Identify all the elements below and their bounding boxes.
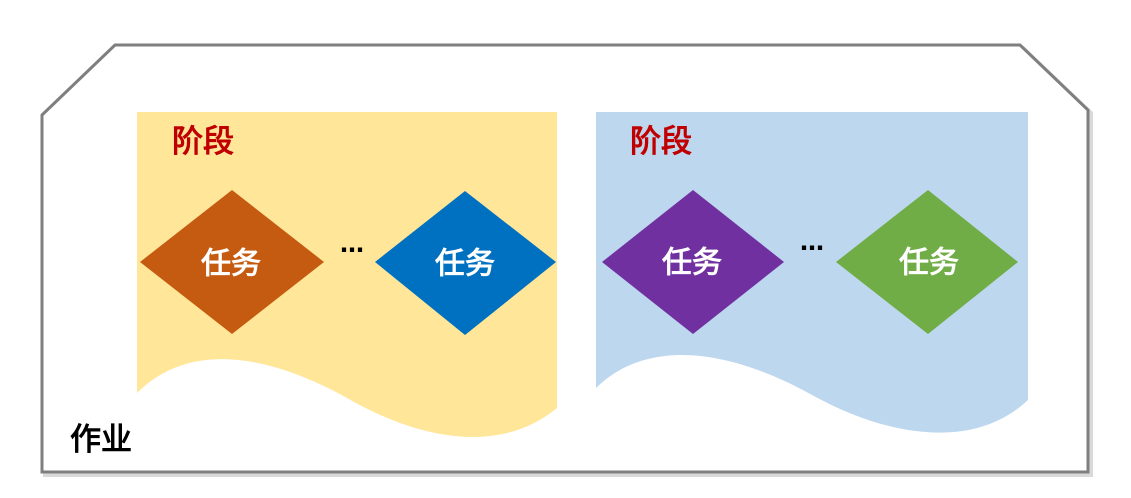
stage-2-ellipsis: … [800, 228, 824, 256]
stage-1-task-2-diamond [375, 191, 556, 335]
stage-1-ellipsis: … [340, 230, 364, 258]
stage-2-document-shape [596, 112, 1028, 433]
stage-1-label: 阶段 [172, 124, 234, 160]
stage-2-task-1-label: 任务 [661, 246, 722, 281]
stage-1-task-1: 任务 [140, 190, 324, 334]
stage-1-document-shape [137, 112, 557, 438]
stage-2-task-1-diamond [602, 190, 784, 334]
stage-2-task-2-diamond [836, 190, 1018, 334]
stage-1-task-2: 任务 [375, 191, 556, 335]
stage-1-task-1-label: 任务 [200, 247, 261, 282]
stage-2: 阶段 任务 … 任务 [596, 112, 1028, 433]
stage-2-task-1: 任务 [602, 190, 784, 334]
stage-1-task-1-diamond [140, 190, 324, 334]
stage-2-task-2: 任务 [836, 190, 1018, 334]
stage-1: 阶段 任务 … 任务 [137, 112, 557, 438]
stage-2-task-2-label: 任务 [898, 246, 959, 281]
job-label: 作业 [70, 422, 132, 458]
stage-1-task-2-label: 任务 [434, 247, 495, 282]
stage-2-label: 阶段 [630, 124, 692, 160]
